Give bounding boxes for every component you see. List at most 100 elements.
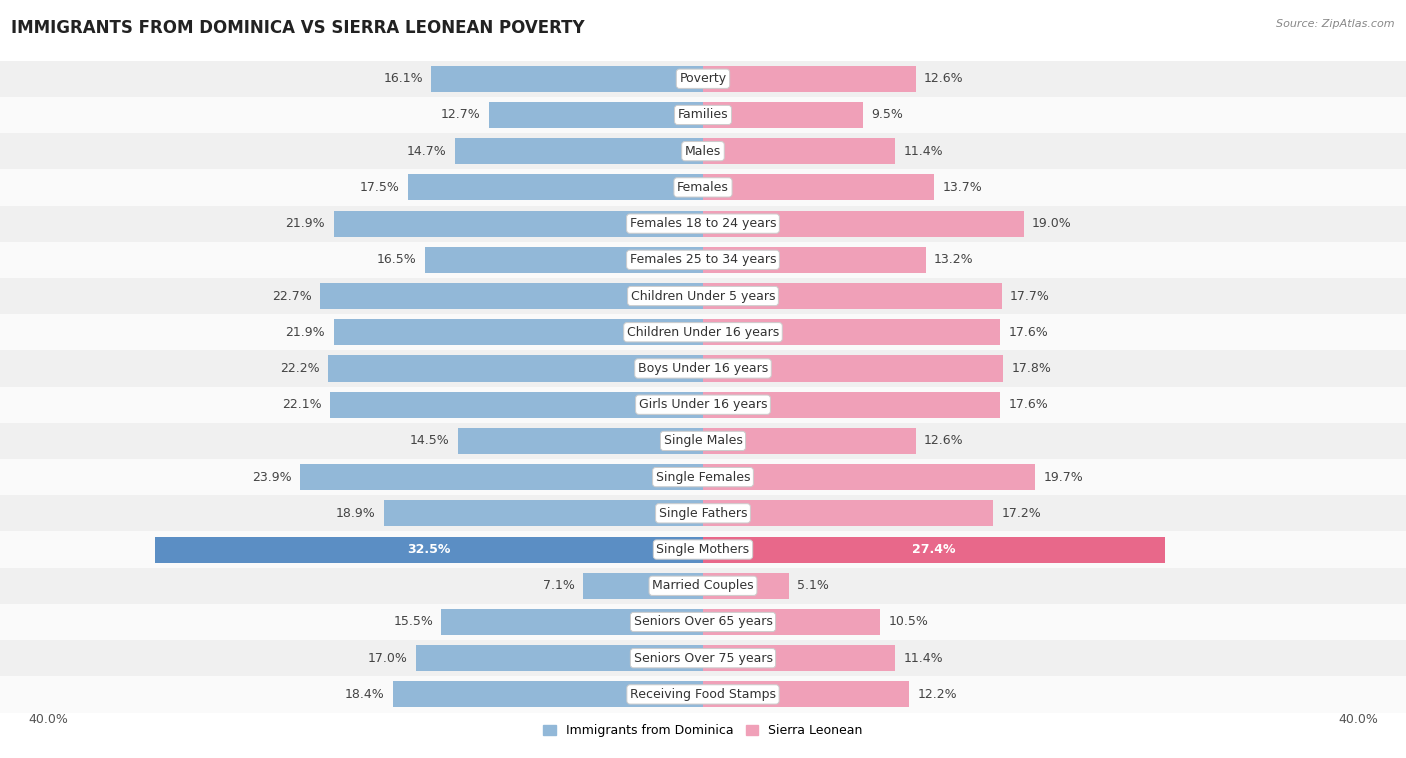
Bar <box>0 640 1406 676</box>
Bar <box>0 205 1406 242</box>
Text: 10.5%: 10.5% <box>889 615 928 628</box>
Bar <box>329 356 703 381</box>
Bar <box>0 97 1406 133</box>
Text: 21.9%: 21.9% <box>285 326 325 339</box>
Bar <box>0 133 1406 169</box>
Text: 22.2%: 22.2% <box>280 362 321 375</box>
Text: Receiving Food Stamps: Receiving Food Stamps <box>630 688 776 701</box>
Text: 13.7%: 13.7% <box>942 181 983 194</box>
Text: Seniors Over 75 years: Seniors Over 75 years <box>634 652 772 665</box>
Text: 22.1%: 22.1% <box>283 398 322 411</box>
Text: 23.9%: 23.9% <box>252 471 291 484</box>
Bar <box>703 138 896 164</box>
Bar <box>425 247 703 273</box>
Bar <box>408 174 703 200</box>
Text: Single Females: Single Females <box>655 471 751 484</box>
Text: 9.5%: 9.5% <box>872 108 904 121</box>
Text: Seniors Over 65 years: Seniors Over 65 years <box>634 615 772 628</box>
Bar <box>0 387 1406 423</box>
Text: 14.7%: 14.7% <box>406 145 447 158</box>
Bar <box>0 495 1406 531</box>
Text: Children Under 16 years: Children Under 16 years <box>627 326 779 339</box>
Text: Married Couples: Married Couples <box>652 579 754 592</box>
Text: Females 25 to 34 years: Females 25 to 34 years <box>630 253 776 266</box>
Text: 16.1%: 16.1% <box>384 72 423 85</box>
Text: 17.2%: 17.2% <box>1001 507 1042 520</box>
Text: Single Males: Single Males <box>664 434 742 447</box>
Bar <box>0 169 1406 205</box>
Bar <box>0 314 1406 350</box>
Legend: Immigrants from Dominica, Sierra Leonean: Immigrants from Dominica, Sierra Leonean <box>538 719 868 742</box>
Bar <box>489 102 703 128</box>
Text: 22.7%: 22.7% <box>271 290 312 302</box>
Bar <box>392 681 703 707</box>
Bar <box>703 500 993 526</box>
Text: 18.4%: 18.4% <box>344 688 384 701</box>
Text: 17.0%: 17.0% <box>368 652 408 665</box>
Bar <box>703 428 915 454</box>
Text: 12.6%: 12.6% <box>924 434 963 447</box>
Text: 14.5%: 14.5% <box>411 434 450 447</box>
Bar <box>0 61 1406 97</box>
Text: Children Under 5 years: Children Under 5 years <box>631 290 775 302</box>
Text: 17.6%: 17.6% <box>1008 326 1047 339</box>
Text: 17.5%: 17.5% <box>360 181 399 194</box>
Bar <box>703 66 915 92</box>
Bar <box>703 211 1024 236</box>
Text: Boys Under 16 years: Boys Under 16 years <box>638 362 768 375</box>
Bar <box>703 464 1035 490</box>
Bar <box>0 604 1406 640</box>
Bar <box>703 174 934 200</box>
Text: Females: Females <box>678 181 728 194</box>
Text: Families: Families <box>678 108 728 121</box>
Bar <box>703 102 863 128</box>
Bar <box>0 423 1406 459</box>
Bar <box>456 138 703 164</box>
Text: IMMIGRANTS FROM DOMINICA VS SIERRA LEONEAN POVERTY: IMMIGRANTS FROM DOMINICA VS SIERRA LEONE… <box>11 19 585 37</box>
Bar <box>441 609 703 635</box>
Text: 19.7%: 19.7% <box>1043 471 1084 484</box>
Bar <box>703 573 789 599</box>
Text: Source: ZipAtlas.com: Source: ZipAtlas.com <box>1277 19 1395 29</box>
Bar <box>703 645 896 672</box>
Bar <box>703 392 1000 418</box>
Text: 40.0%: 40.0% <box>28 713 67 725</box>
Text: 15.5%: 15.5% <box>394 615 433 628</box>
Text: 19.0%: 19.0% <box>1032 217 1071 230</box>
Text: 11.4%: 11.4% <box>904 652 943 665</box>
Text: 16.5%: 16.5% <box>377 253 416 266</box>
Bar <box>703 283 1001 309</box>
Bar <box>703 609 880 635</box>
Bar <box>0 350 1406 387</box>
Bar <box>321 283 703 309</box>
Bar <box>333 319 703 346</box>
Bar <box>0 568 1406 604</box>
Bar <box>299 464 703 490</box>
Bar <box>703 537 1166 562</box>
Bar <box>703 681 908 707</box>
Bar <box>703 247 925 273</box>
Text: 12.7%: 12.7% <box>440 108 481 121</box>
Bar <box>0 459 1406 495</box>
Bar <box>432 66 703 92</box>
Text: 40.0%: 40.0% <box>1339 713 1378 725</box>
Text: 12.6%: 12.6% <box>924 72 963 85</box>
Bar <box>384 500 703 526</box>
Text: 13.2%: 13.2% <box>934 253 974 266</box>
Bar <box>155 537 703 562</box>
Text: Poverty: Poverty <box>679 72 727 85</box>
Text: 18.9%: 18.9% <box>336 507 375 520</box>
Bar <box>0 242 1406 278</box>
Bar <box>458 428 703 454</box>
Bar <box>0 278 1406 314</box>
Text: 7.1%: 7.1% <box>543 579 575 592</box>
Bar <box>333 211 703 236</box>
Text: 11.4%: 11.4% <box>904 145 943 158</box>
Text: 21.9%: 21.9% <box>285 217 325 230</box>
Bar <box>703 319 1000 346</box>
Text: 5.1%: 5.1% <box>797 579 830 592</box>
Bar <box>416 645 703 672</box>
Bar <box>703 356 1004 381</box>
Text: Single Mothers: Single Mothers <box>657 543 749 556</box>
Bar <box>330 392 703 418</box>
